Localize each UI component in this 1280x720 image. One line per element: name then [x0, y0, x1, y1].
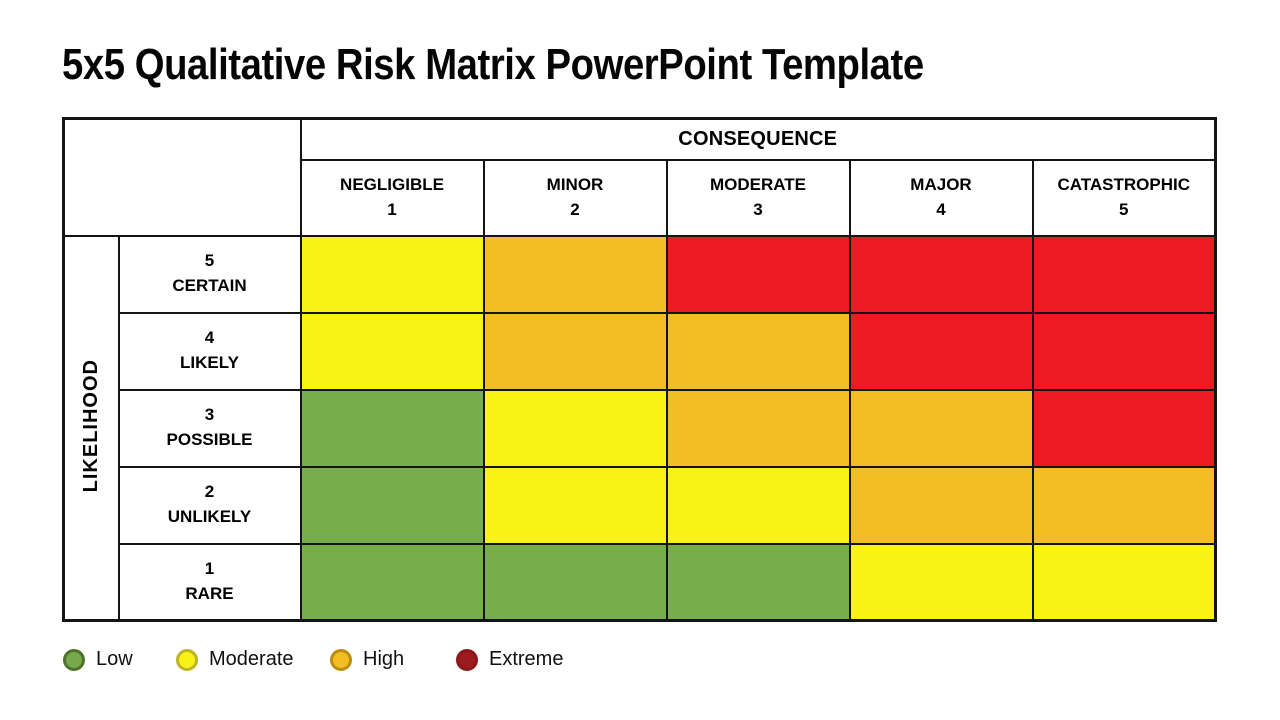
legend-item-high: High [330, 648, 404, 671]
row-num: 5 [204, 251, 215, 271]
legend-label: Extreme [489, 648, 564, 670]
row-name: RARE [185, 583, 234, 603]
risk-cell [299, 311, 485, 391]
legend-item-moderate: Moderate [176, 648, 294, 671]
column-header-row: NEGLIGIBLE 1 MINOR 2 MODERATE 3 MAJOR 4 … [64, 158, 1217, 237]
legend-item-extreme: Extreme [456, 648, 563, 671]
risk-cell [299, 465, 485, 545]
risk-cell [1031, 465, 1217, 545]
column-header-negligible: NEGLIGIBLE 1 [299, 158, 485, 237]
moderate-swatch-icon [176, 648, 198, 671]
risk-cell [665, 234, 851, 314]
risk-cell [1031, 311, 1217, 391]
matrix-row-likely: 4 LIKELY [64, 311, 1217, 391]
row-num: 1 [204, 559, 215, 579]
risk-cell [482, 311, 668, 391]
column-header-minor: MINOR 2 [482, 158, 668, 237]
column-header-catastrophic: CATASTROPHIC 5 [1031, 158, 1217, 237]
row-num: 2 [204, 482, 215, 502]
legend-label: Moderate [209, 648, 294, 670]
risk-cell [665, 311, 851, 391]
low-swatch-icon [63, 648, 85, 671]
risk-cell [1031, 388, 1217, 468]
risk-matrix-table: CONSEQUENCE NEGLIGIBLE 1 MINOR 2 MODERAT… [62, 117, 1217, 622]
likelihood-header: LIKELIHOOD [62, 234, 120, 622]
risk-cell [482, 465, 668, 545]
column-header-num: 5 [1119, 199, 1129, 219]
risk-cell [299, 388, 485, 468]
column-header-label: CATASTROPHIC [1057, 174, 1191, 194]
likelihood-header-label: LIKELIHOOD [79, 358, 102, 492]
legend-label: Low [96, 648, 133, 670]
row-label-unlikely: 2 UNLIKELY [117, 465, 302, 545]
column-header-num: 2 [570, 199, 580, 219]
legend-item-low: Low [63, 648, 133, 671]
risk-cell [848, 234, 1034, 314]
risk-cell [848, 311, 1034, 391]
column-header-label: NEGLIGIBLE [340, 174, 444, 194]
risk-cell [848, 388, 1034, 468]
risk-cell [299, 234, 485, 314]
matrix-row-certain: LIKELIHOOD 5 CERTAIN [62, 234, 1217, 622]
column-header-num: 1 [387, 199, 397, 219]
risk-cell [482, 542, 668, 622]
row-name: LIKELY [180, 353, 239, 372]
column-header-num: 4 [936, 199, 946, 219]
risk-cell [848, 465, 1034, 545]
matrix-row-unlikely: 2 UNLIKELY [64, 465, 1217, 545]
risk-cell [1031, 234, 1217, 314]
matrix-row-rare: 1 RARE [64, 542, 1217, 622]
column-header-major: MAJOR 4 [848, 158, 1034, 237]
row-num: 4 [204, 328, 215, 348]
risk-cell [665, 542, 851, 622]
extreme-swatch-icon [456, 648, 478, 671]
column-header-moderate: MODERATE 3 [665, 158, 851, 237]
row-label-possible: 3 POSSIBLE [117, 388, 302, 468]
risk-cell [482, 388, 668, 468]
risk-cell [848, 542, 1034, 622]
row-num: 3 [204, 405, 215, 425]
column-header-label: MODERATE [709, 174, 806, 194]
risk-cell [1031, 542, 1217, 622]
row-label-likely: 4 LIKELY [117, 311, 302, 391]
row-name: POSSIBLE [166, 430, 253, 449]
risk-cell [665, 388, 851, 468]
risk-cell [665, 465, 851, 545]
risk-cell [299, 542, 485, 622]
page-title: 5x5 Qualitative Risk Matrix PowerPoint T… [62, 40, 924, 89]
matrix-row-possible: 3 POSSIBLE [64, 388, 1217, 468]
corner-empty-cell [62, 117, 302, 237]
row-label-certain: 5 CERTAIN [117, 234, 302, 314]
high-swatch-icon [330, 648, 352, 671]
column-header-label: MINOR [546, 174, 604, 194]
row-name: UNLIKELY [167, 507, 252, 526]
legend-label: High [363, 648, 405, 670]
consequence-header: CONSEQUENCE [299, 117, 1217, 161]
column-header-num: 3 [753, 199, 763, 219]
risk-cell [482, 234, 668, 314]
column-header-label: MAJOR [910, 174, 972, 194]
row-name: CERTAIN [172, 276, 247, 295]
row-label-rare: 1 RARE [117, 542, 302, 622]
